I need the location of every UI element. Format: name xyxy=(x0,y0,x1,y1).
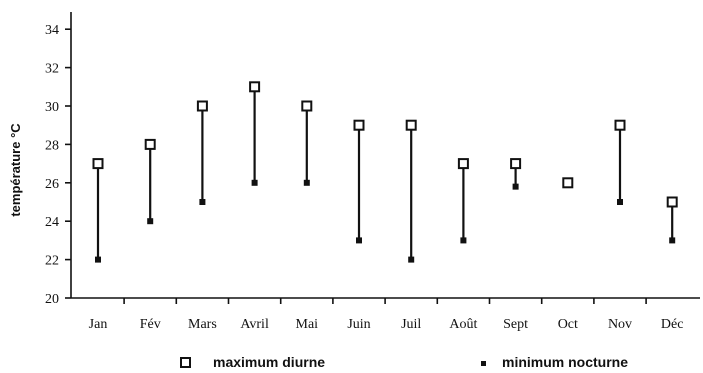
x-tick-label: Oct xyxy=(558,317,578,332)
legend-min-label: minimum nocturne xyxy=(502,354,628,370)
min-point xyxy=(669,237,676,244)
max-point xyxy=(405,119,417,131)
x-tick-label: Juin xyxy=(347,317,370,332)
max-point xyxy=(301,100,313,112)
y-tick-label: 28 xyxy=(45,138,59,153)
y-tick-label: 30 xyxy=(45,100,59,115)
y-tick-label: 24 xyxy=(45,215,59,230)
x-axis-ticks: Jan Fév Mars Avril Mai Juin Juil Août Sept Oct Nov… xyxy=(89,298,684,332)
max-point xyxy=(666,196,678,208)
range-lines xyxy=(96,86,674,260)
max-point xyxy=(92,158,104,170)
min-point xyxy=(147,218,154,225)
max-point xyxy=(510,158,522,170)
y-tick-label: 22 xyxy=(45,254,59,269)
max-point xyxy=(457,158,469,170)
x-tick-label: Jan xyxy=(89,317,108,332)
y-axis-ticks: 20 22 24 26 28 30 32 34 xyxy=(45,23,71,307)
legend: maximum diurne minimum nocturne xyxy=(180,354,628,370)
min-point xyxy=(303,179,310,186)
x-tick-label: Fév xyxy=(140,317,161,332)
x-tick-label: Déc xyxy=(661,317,684,332)
max-point xyxy=(196,100,208,112)
max-point xyxy=(562,177,574,189)
x-tick-label: Avril xyxy=(240,317,269,332)
min-point xyxy=(95,256,101,263)
legend-min-marker xyxy=(481,361,486,366)
y-tick-label: 32 xyxy=(45,62,59,77)
x-tick-label: Nov xyxy=(608,317,632,332)
legend-max-marker xyxy=(180,357,191,368)
min-point xyxy=(251,179,258,186)
min-point xyxy=(408,256,415,263)
x-tick-label: Sept xyxy=(503,317,528,332)
min-point xyxy=(617,199,623,205)
y-axis-label: température °C xyxy=(8,123,23,217)
x-tick-label: Mai xyxy=(296,317,319,332)
x-tick-label: Mars xyxy=(188,317,217,332)
min-point xyxy=(512,183,519,190)
max-point xyxy=(249,81,261,93)
y-tick-label: 34 xyxy=(45,23,59,38)
min-point xyxy=(356,237,362,244)
y-tick-label: 20 xyxy=(45,292,59,307)
max-point xyxy=(353,119,365,131)
y-tick-label: 26 xyxy=(45,177,59,192)
x-tick-label: Juil xyxy=(401,317,421,332)
data-markers xyxy=(92,81,678,263)
x-tick-label: Août xyxy=(449,317,477,332)
legend-max-label: maximum diurne xyxy=(213,354,325,370)
min-point xyxy=(460,237,467,244)
max-point xyxy=(614,119,626,131)
min-point xyxy=(199,199,206,205)
max-point xyxy=(144,138,156,150)
